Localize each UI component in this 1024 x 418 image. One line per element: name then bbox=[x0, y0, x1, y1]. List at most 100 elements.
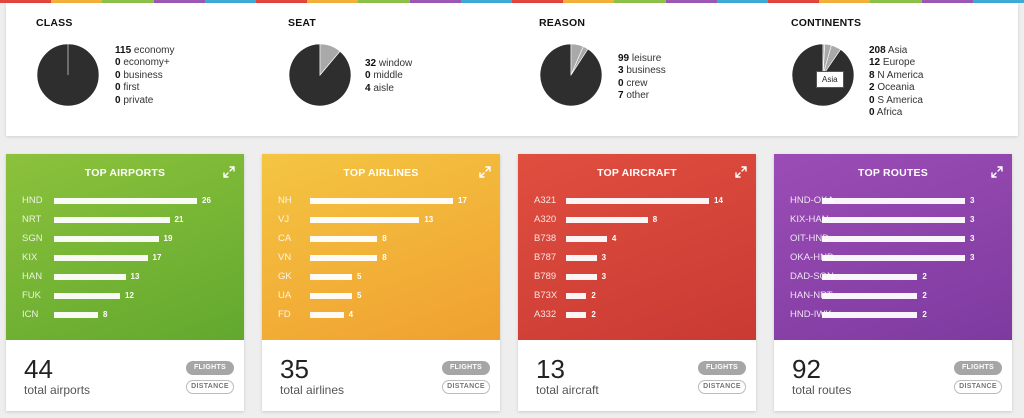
legend-count: 0 bbox=[869, 94, 875, 106]
distance-toggle-button[interactable]: DISTANCE bbox=[442, 380, 490, 394]
distance-toggle-button[interactable]: DISTANCE bbox=[954, 380, 1002, 394]
bar-row[interactable]: A320 8 bbox=[518, 214, 756, 226]
bar-row[interactable]: UA 5 bbox=[262, 290, 500, 302]
bar bbox=[54, 312, 98, 318]
bar-row[interactable]: FUK 12 bbox=[6, 290, 244, 302]
bar-row[interactable]: HAN 13 bbox=[6, 271, 244, 283]
legend-count: 0 bbox=[115, 57, 121, 69]
bar-label: FD bbox=[278, 309, 291, 320]
legend-label: other bbox=[623, 90, 650, 102]
pie-slice[interactable] bbox=[822, 43, 826, 76]
total-count: 35 bbox=[280, 354, 309, 384]
bar-row[interactable]: FD 4 bbox=[262, 309, 500, 321]
expand-icon[interactable] bbox=[478, 165, 492, 179]
bar-row[interactable]: HAN-NRT 2 bbox=[774, 290, 1012, 302]
legend-item: 0 crew bbox=[618, 78, 666, 90]
bar-row[interactable]: SGN 19 bbox=[6, 233, 244, 245]
bar-row[interactable]: VJ 13 bbox=[262, 214, 500, 226]
strip-segment bbox=[0, 0, 52, 3]
pie-slice[interactable] bbox=[570, 43, 584, 76]
bar-label: B789 bbox=[534, 271, 557, 282]
legend-item: 0 middle bbox=[365, 70, 412, 82]
bar bbox=[566, 236, 607, 242]
strip-segment bbox=[153, 0, 205, 3]
bar-value: 8 bbox=[382, 234, 387, 243]
bar-value: 3 bbox=[970, 234, 975, 243]
strip-segment bbox=[768, 0, 820, 3]
bar-row[interactable]: ICN 8 bbox=[6, 309, 244, 321]
bar-value: 12 bbox=[125, 291, 134, 300]
bar-row[interactable]: NH 17 bbox=[262, 195, 500, 207]
total-count: 92 bbox=[792, 354, 821, 384]
bar-value: 5 bbox=[357, 291, 362, 300]
legend-label: private bbox=[120, 94, 154, 106]
bar-label: KIX-HAN bbox=[790, 214, 829, 225]
bar-row[interactable]: NRT 21 bbox=[6, 214, 244, 226]
bar-row[interactable]: KIX 17 bbox=[6, 252, 244, 264]
bar-label: KIX bbox=[22, 252, 38, 263]
legend-item: 99 leisure bbox=[618, 53, 666, 65]
flights-toggle-button[interactable]: FLIGHTS bbox=[186, 361, 234, 375]
continents-title: CONTINENTS bbox=[791, 17, 862, 29]
bar bbox=[310, 293, 353, 299]
class-pie-chart[interactable] bbox=[36, 43, 100, 107]
reason-summary: REASON 99 leisure 3 business 0 crew 7 other bbox=[539, 3, 759, 136]
bar-row[interactable]: GK 5 bbox=[262, 271, 500, 283]
legend-item: 115 economy bbox=[115, 45, 175, 57]
legend-item: 0 business bbox=[115, 70, 175, 82]
bar-row[interactable]: OKA-HND 3 bbox=[774, 252, 1012, 264]
seat-legend: 32 window 0 middle 4 aisle bbox=[365, 58, 412, 95]
bar-row[interactable]: HND 26 bbox=[6, 195, 244, 207]
distance-toggle-button[interactable]: DISTANCE bbox=[698, 380, 746, 394]
legend-label: window bbox=[376, 58, 413, 69]
bar-row[interactable]: A321 14 bbox=[518, 195, 756, 207]
legend-item: 0 economy+ bbox=[115, 57, 175, 69]
summary-panel: CLASS 115 economy 0 economy+ 0 business 0 f… bbox=[6, 3, 1018, 136]
bar bbox=[310, 312, 344, 318]
bar-row[interactable]: A332 2 bbox=[518, 309, 756, 321]
bar bbox=[54, 274, 126, 280]
bar-label: A320 bbox=[534, 214, 557, 225]
legend-label: middle bbox=[370, 70, 403, 82]
bar-row[interactable]: B738 4 bbox=[518, 233, 756, 245]
bar-row[interactable]: HND-IWK 2 bbox=[774, 309, 1012, 321]
strip-segment bbox=[921, 0, 973, 3]
expand-icon[interactable] bbox=[990, 165, 1004, 179]
legend-item: 4 aisle bbox=[365, 83, 412, 95]
flights-toggle-button[interactable]: FLIGHTS bbox=[954, 361, 1002, 375]
bar-row[interactable]: DAD-SGN 2 bbox=[774, 271, 1012, 283]
bar-row[interactable]: OIT-HND 3 bbox=[774, 233, 1012, 245]
bar-row[interactable]: B73X 2 bbox=[518, 290, 756, 302]
top-routes-header: TOP ROUTES HND-OKA 3 KIX-HAN 3 OIT-HND 3 OKA-H… bbox=[774, 154, 1012, 340]
bar-value: 2 bbox=[591, 310, 596, 319]
bar bbox=[310, 255, 378, 261]
strip-segment bbox=[512, 0, 564, 3]
bar-row[interactable]: B789 3 bbox=[518, 271, 756, 283]
flights-toggle-button[interactable]: FLIGHTS bbox=[698, 361, 746, 375]
bar-row[interactable]: CA 8 bbox=[262, 233, 500, 245]
seat-pie-chart[interactable] bbox=[288, 43, 352, 107]
bar-row[interactable]: HND-OKA 3 bbox=[774, 195, 1012, 207]
distance-toggle-button[interactable]: DISTANCE bbox=[186, 380, 234, 394]
bar-row[interactable]: B787 3 bbox=[518, 252, 756, 264]
legend-item: 0 first bbox=[115, 82, 175, 94]
bar-label: HND-OKA bbox=[790, 195, 834, 206]
legend-item: 7 other bbox=[618, 90, 666, 102]
bar bbox=[822, 217, 965, 223]
pie-slice[interactable] bbox=[539, 43, 603, 107]
bar bbox=[566, 293, 587, 299]
reason-pie-chart[interactable] bbox=[539, 43, 603, 107]
pie-slice[interactable] bbox=[319, 43, 341, 76]
expand-icon[interactable] bbox=[734, 165, 748, 179]
bar-row[interactable]: KIX-HAN 3 bbox=[774, 214, 1012, 226]
bar bbox=[310, 217, 420, 223]
bar-value: 13 bbox=[424, 215, 434, 224]
total-count: 13 bbox=[536, 354, 565, 384]
bar-label: VJ bbox=[278, 214, 290, 225]
bar-row[interactable]: VN 8 bbox=[262, 252, 500, 264]
legend-label: S America bbox=[874, 94, 923, 106]
bar bbox=[54, 198, 197, 204]
pie-slice[interactable] bbox=[288, 43, 352, 107]
expand-icon[interactable] bbox=[222, 165, 236, 179]
flights-toggle-button[interactable]: FLIGHTS bbox=[442, 361, 490, 375]
